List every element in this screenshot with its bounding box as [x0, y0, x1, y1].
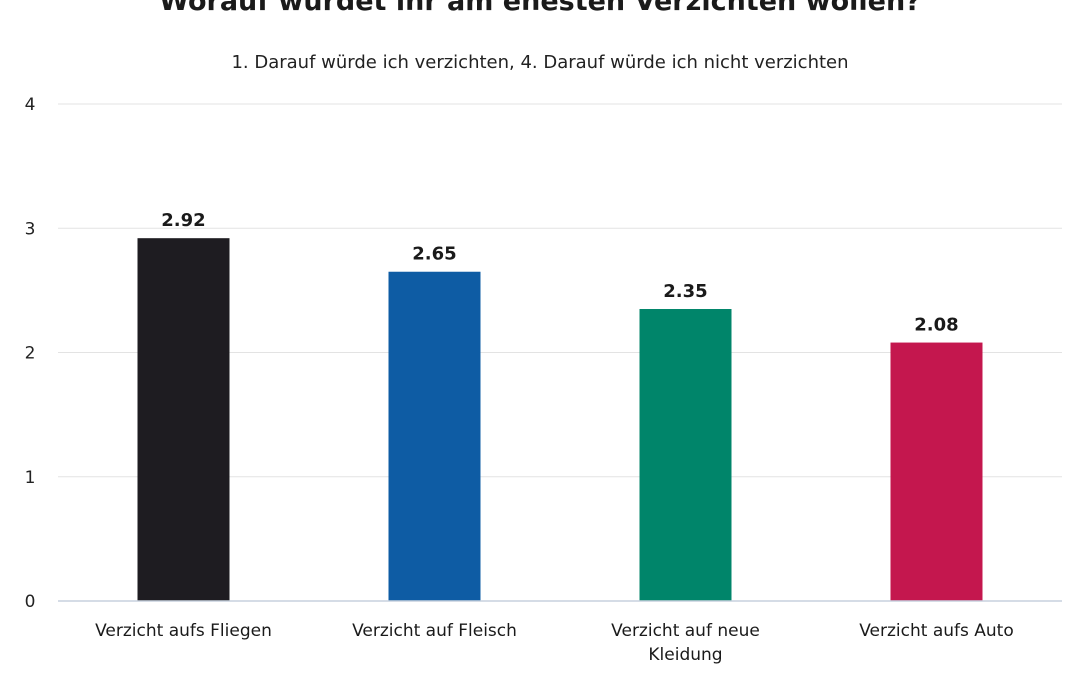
- y-tick-label: 2: [25, 344, 36, 364]
- x-axis-categories: Verzicht aufs Fliegen Verzicht auf Fleisc…: [95, 621, 1014, 665]
- y-axis-ticks: 0 1 2 3 4: [25, 95, 36, 612]
- data-label: 2.65: [412, 244, 456, 265]
- bar: [890, 342, 983, 601]
- x-category-label: Verzicht auf neue Kleidung: [611, 621, 760, 665]
- y-tick-label: 0: [25, 592, 36, 612]
- chart-title: Worauf würdet ihr am ehesten Verzichten …: [159, 0, 921, 17]
- bars: [137, 238, 983, 601]
- bar: [639, 309, 732, 601]
- chart-subtitle: 1. Darauf würde ich verzichten, 4. Darau…: [231, 52, 849, 73]
- y-tick-label: 1: [25, 468, 36, 488]
- bar: [388, 271, 481, 601]
- data-labels: 2.92 2.65 2.35 2.08: [161, 210, 958, 335]
- data-label: 2.92: [161, 210, 205, 231]
- data-label: 2.08: [914, 315, 958, 336]
- x-category-label: Verzicht aufs Fliegen: [95, 621, 272, 641]
- data-label: 2.35: [663, 281, 707, 302]
- x-category-label: Verzicht auf Fleisch: [352, 621, 517, 641]
- y-tick-label: 4: [25, 95, 36, 115]
- bar: [137, 238, 230, 601]
- x-category-label: Verzicht aufs Auto: [859, 621, 1014, 641]
- y-tick-label: 3: [25, 219, 36, 239]
